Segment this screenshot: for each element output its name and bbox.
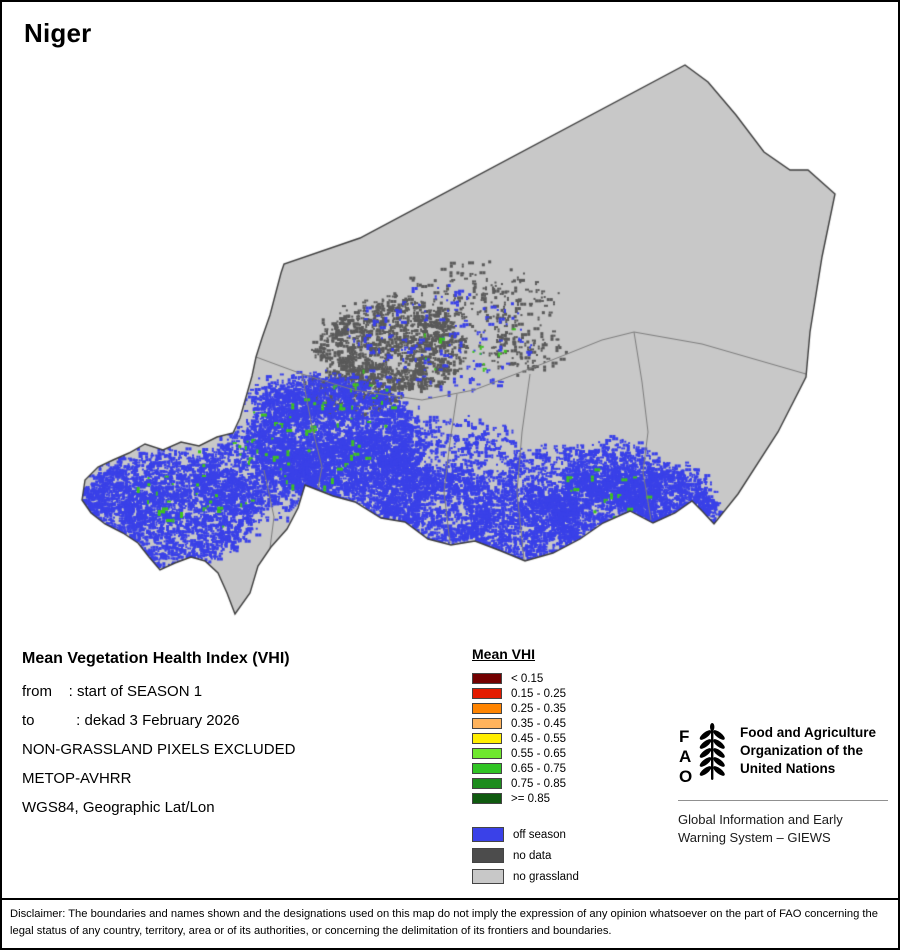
legend-swatch <box>472 778 502 789</box>
legend-label: 0.15 - 0.25 <box>511 687 566 700</box>
legend-row: 0.35 - 0.45 <box>472 716 642 731</box>
legend-row: 0.55 - 0.65 <box>472 746 642 761</box>
info-line-from: from : start of SEASON 1 <box>22 683 203 700</box>
legend-row: 0.75 - 0.85 <box>472 776 642 791</box>
giews-caption: Global Information and Early Warning Sys… <box>678 812 843 845</box>
legend-row: 0.25 - 0.35 <box>472 701 642 716</box>
legend: Mean VHI < 0.15 0.15 - 0.25 0.25 - 0.35 0.3… <box>472 646 642 887</box>
page-title: Niger <box>24 18 92 48</box>
legend-label: no grassland <box>513 870 579 883</box>
fao-separator <box>678 800 888 801</box>
legend-label: 0.75 - 0.85 <box>511 777 566 790</box>
legend-label: 0.65 - 0.75 <box>511 762 566 775</box>
legend-classes: < 0.15 0.15 - 0.25 0.25 - 0.35 0.35 - 0.45 0… <box>472 671 642 806</box>
legend-swatch <box>472 688 502 699</box>
info-line-to: to : dekad 3 February 2026 <box>22 712 240 729</box>
legend-row: 0.45 - 0.55 <box>472 731 642 746</box>
fao-block: F A O <box>678 722 888 847</box>
legend-title: Mean VHI <box>472 646 536 662</box>
legend-row: 0.65 - 0.75 <box>472 761 642 776</box>
legend-swatch <box>472 793 502 804</box>
legend-swatch <box>472 869 504 884</box>
legend-label: off season <box>513 828 566 841</box>
legend-swatch <box>472 848 504 863</box>
legend-swatch <box>472 763 502 774</box>
legend-row: off season <box>472 824 642 845</box>
fao-org-name: Food and Agriculture Organization of the… <box>740 725 876 776</box>
legend-label: < 0.15 <box>511 672 544 685</box>
info-line-projection: WGS84, Geographic Lat/Lon <box>22 799 215 816</box>
legend-label: 0.55 - 0.65 <box>511 747 566 760</box>
legend-label: >= 0.85 <box>511 792 551 805</box>
legend-label: no data <box>513 849 552 862</box>
legend-swatch <box>472 703 502 714</box>
legend-extra: off season no data no grassland <box>472 824 642 887</box>
wheat-ear-icon <box>699 730 725 776</box>
fao-logo-icon: F A O <box>679 723 725 786</box>
map-info-block: Mean Vegetation Health Index (VHI) from … <box>22 650 462 828</box>
legend-row: >= 0.85 <box>472 791 642 806</box>
legend-swatch <box>472 673 502 684</box>
legend-row: no data <box>472 845 642 866</box>
legend-row: 0.15 - 0.25 <box>472 686 642 701</box>
fao-header: F A O <box>678 722 888 786</box>
fao-logo-letter-o: O <box>679 767 692 786</box>
fao-logo-letter-a: A <box>679 747 691 766</box>
info-line-sensor: METOP-AVHRR <box>22 770 132 787</box>
fao-logo-letter-f: F <box>679 727 689 746</box>
legend-label: 0.45 - 0.55 <box>511 732 566 745</box>
legend-row: < 0.15 <box>472 671 642 686</box>
legend-label: 0.35 - 0.45 <box>511 717 566 730</box>
legend-swatch <box>472 748 502 759</box>
legend-row: no grassland <box>472 866 642 887</box>
legend-swatch <box>472 718 502 729</box>
disclaimer-text: Disclaimer: The boundaries and names sho… <box>10 908 878 938</box>
niger-map <box>2 2 898 642</box>
legend-swatch <box>472 827 504 842</box>
legend-label: 0.25 - 0.35 <box>511 702 566 715</box>
legend-swatch <box>472 733 502 744</box>
info-line-pixels: NON-GRASSLAND PIXELS EXCLUDED <box>22 741 296 758</box>
disclaimer-footer: Disclaimer: The boundaries and names sho… <box>2 898 898 948</box>
vhi-heading: Mean Vegetation Health Index (VHI) <box>22 650 290 667</box>
